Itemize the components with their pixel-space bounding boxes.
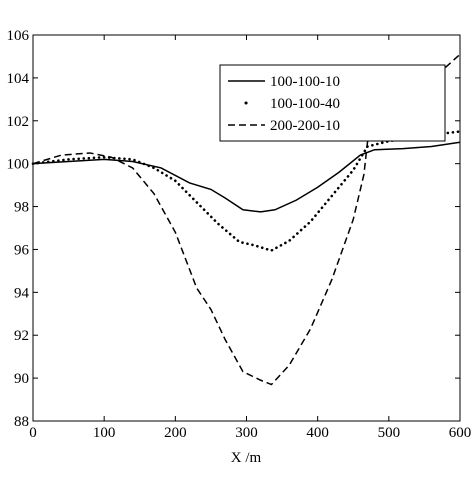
- legend-label: 200-200-10: [270, 118, 340, 134]
- x-tick-label: 600: [449, 425, 472, 441]
- x-tick-label: 100: [93, 425, 116, 441]
- y-tick-label: 102: [7, 114, 30, 130]
- x-axis-label: X /m: [231, 450, 262, 466]
- y-tick-label: 90: [14, 371, 29, 387]
- y-tick-label: 106: [7, 28, 30, 44]
- y-tick-label: 100: [7, 157, 30, 173]
- y-tick-label: 104: [7, 71, 30, 87]
- x-tick-label: 400: [306, 425, 329, 441]
- x-tick-label: 500: [378, 425, 401, 441]
- x-tick-label: 300: [235, 425, 258, 441]
- series-line: [32, 141, 461, 213]
- legend-label: 100-100-40: [270, 96, 340, 112]
- x-tick-label: 0: [29, 425, 37, 441]
- y-tick-label: 88: [14, 414, 29, 430]
- y-tick-label: 98: [14, 200, 29, 216]
- legend-label: 100-100-10: [270, 74, 340, 90]
- y-tick-label: 96: [14, 242, 30, 258]
- y-tick-label: 92: [14, 328, 29, 344]
- legend-box: [219, 64, 446, 142]
- x-tick-label: 200: [164, 425, 187, 441]
- y-tick-label: 94: [14, 285, 30, 301]
